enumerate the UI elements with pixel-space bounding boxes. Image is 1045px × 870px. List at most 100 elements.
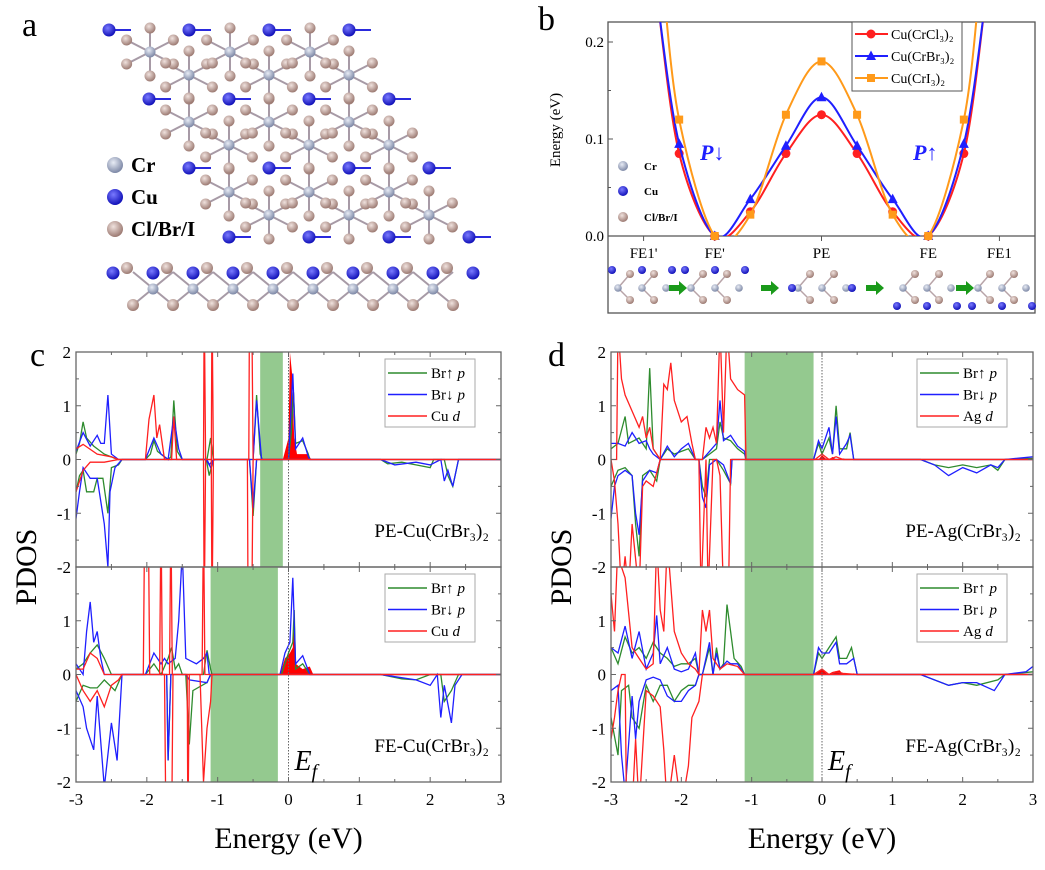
legend-label: Br↑ p (963, 581, 998, 597)
atom-legend-a: Cr Cu Cl/Br/I (107, 153, 195, 241)
cr-atom (343, 116, 355, 128)
cr-atom (818, 284, 826, 292)
cr-atom (147, 283, 159, 295)
y-axis-label: PDOS (10, 529, 43, 606)
cr-atom (947, 284, 955, 292)
panel-label-b: b (538, 1, 555, 38)
legend-label: Br↓ p (431, 388, 466, 404)
y-tick-label: -2 (57, 773, 71, 792)
x-tick-label: FE (919, 246, 937, 262)
cr-atom (223, 186, 235, 198)
pdos-line-1-up (76, 373, 501, 470)
halide-atom (144, 22, 156, 34)
halide-atom (167, 34, 179, 46)
annotation-p-down: P↓ (699, 140, 724, 165)
halide-atom (326, 151, 338, 163)
halide-atom (201, 34, 213, 46)
halide-atom (200, 151, 212, 163)
halide-atom (240, 57, 252, 69)
legend-marker (866, 50, 876, 60)
y-tick-label: -2 (57, 558, 71, 577)
halide-atom (320, 197, 332, 209)
panel-label-c: c (30, 337, 45, 374)
pdos-line-1-up (611, 615, 1033, 692)
halide-atom (206, 57, 218, 69)
subplot-title: FE-Cu(CrBr₃)₂ (374, 736, 489, 757)
fermi-level-label: Ef (294, 746, 320, 783)
legend-species: Br↓ (963, 603, 986, 619)
halide-atom (223, 115, 235, 127)
legend-species: Br↑ (963, 581, 986, 597)
legend-orbital: p (989, 603, 998, 619)
legend-orbital: p (989, 388, 998, 404)
halide-atom (263, 92, 275, 104)
halide-atom (246, 174, 258, 186)
halide-atom (320, 57, 332, 69)
cu-atom (222, 230, 236, 244)
x-tick-label: 0 (284, 790, 293, 809)
cr-atom (303, 139, 315, 151)
arrow-right-icon (669, 281, 687, 295)
data-point (958, 138, 969, 148)
halide-atom (200, 127, 212, 139)
x-tick-label: -2 (140, 790, 154, 809)
legend-orbital: d (985, 409, 993, 425)
data-point (780, 140, 791, 150)
cr-atom (662, 284, 670, 292)
cu-atom (302, 92, 316, 106)
cu-atom (741, 266, 749, 274)
pdos-subplot-1: 10-1-2Br↑ pBr↓ pAg dFE-Ag(CrBr₃)₂ (592, 566, 1034, 792)
fermi-e: E (827, 746, 845, 777)
x-tick-label: -1 (211, 790, 225, 809)
cr-atom (427, 283, 439, 295)
data-point (817, 57, 826, 66)
data-point (781, 110, 790, 119)
halide-atom (240, 221, 252, 233)
cu-atom (638, 266, 646, 274)
halide-atom-icon (618, 212, 628, 222)
cu-atom (953, 302, 961, 310)
y-tick-label: 0 (598, 451, 607, 470)
halide-atom (447, 299, 459, 311)
data-point (817, 110, 826, 120)
halide-atom (935, 296, 943, 304)
data-point (887, 193, 898, 204)
halide-atom (320, 81, 332, 93)
y-tick-label: 1 (63, 612, 72, 631)
halide-atom (1010, 270, 1018, 278)
halide-atom (303, 115, 315, 127)
cr-atom (1022, 284, 1030, 292)
halide-atom (121, 58, 133, 70)
legend-label: Cu(CrCl₃)₂ (891, 28, 954, 43)
data-point (924, 232, 933, 240)
halide-atom (650, 270, 658, 278)
cu-atom (1028, 302, 1036, 310)
x-tick-label: 1 (888, 790, 897, 809)
pdos-line-0-up (611, 368, 1033, 472)
halide-atom (401, 262, 413, 274)
cr-atom (263, 116, 275, 128)
halide-atom (206, 104, 218, 116)
halide-atom (183, 140, 195, 152)
halide-atom (240, 197, 252, 209)
y-tick-label: -2 (592, 773, 606, 792)
cr-atom (183, 69, 195, 81)
legend-halide: Cl/Br/I (131, 217, 195, 241)
data-point (745, 193, 756, 204)
cu-atom (306, 266, 320, 280)
halide-atom (366, 197, 378, 209)
halide-atom (303, 162, 315, 174)
cu-atom (266, 266, 280, 280)
halide-atom (304, 70, 316, 82)
x-tick-label: -3 (604, 790, 618, 809)
data-point (852, 149, 862, 159)
halide-atom (160, 81, 172, 93)
y-tick-label: -1 (57, 719, 71, 738)
legend-label: Cu(CrI₃)₂ (891, 72, 945, 87)
data-point (959, 115, 968, 124)
legend-orbital: p (457, 388, 466, 404)
legend-orbital: p (457, 581, 466, 597)
halide-atom (830, 296, 838, 304)
halide-atom (280, 127, 292, 139)
x-tick-label: 2 (426, 790, 435, 809)
